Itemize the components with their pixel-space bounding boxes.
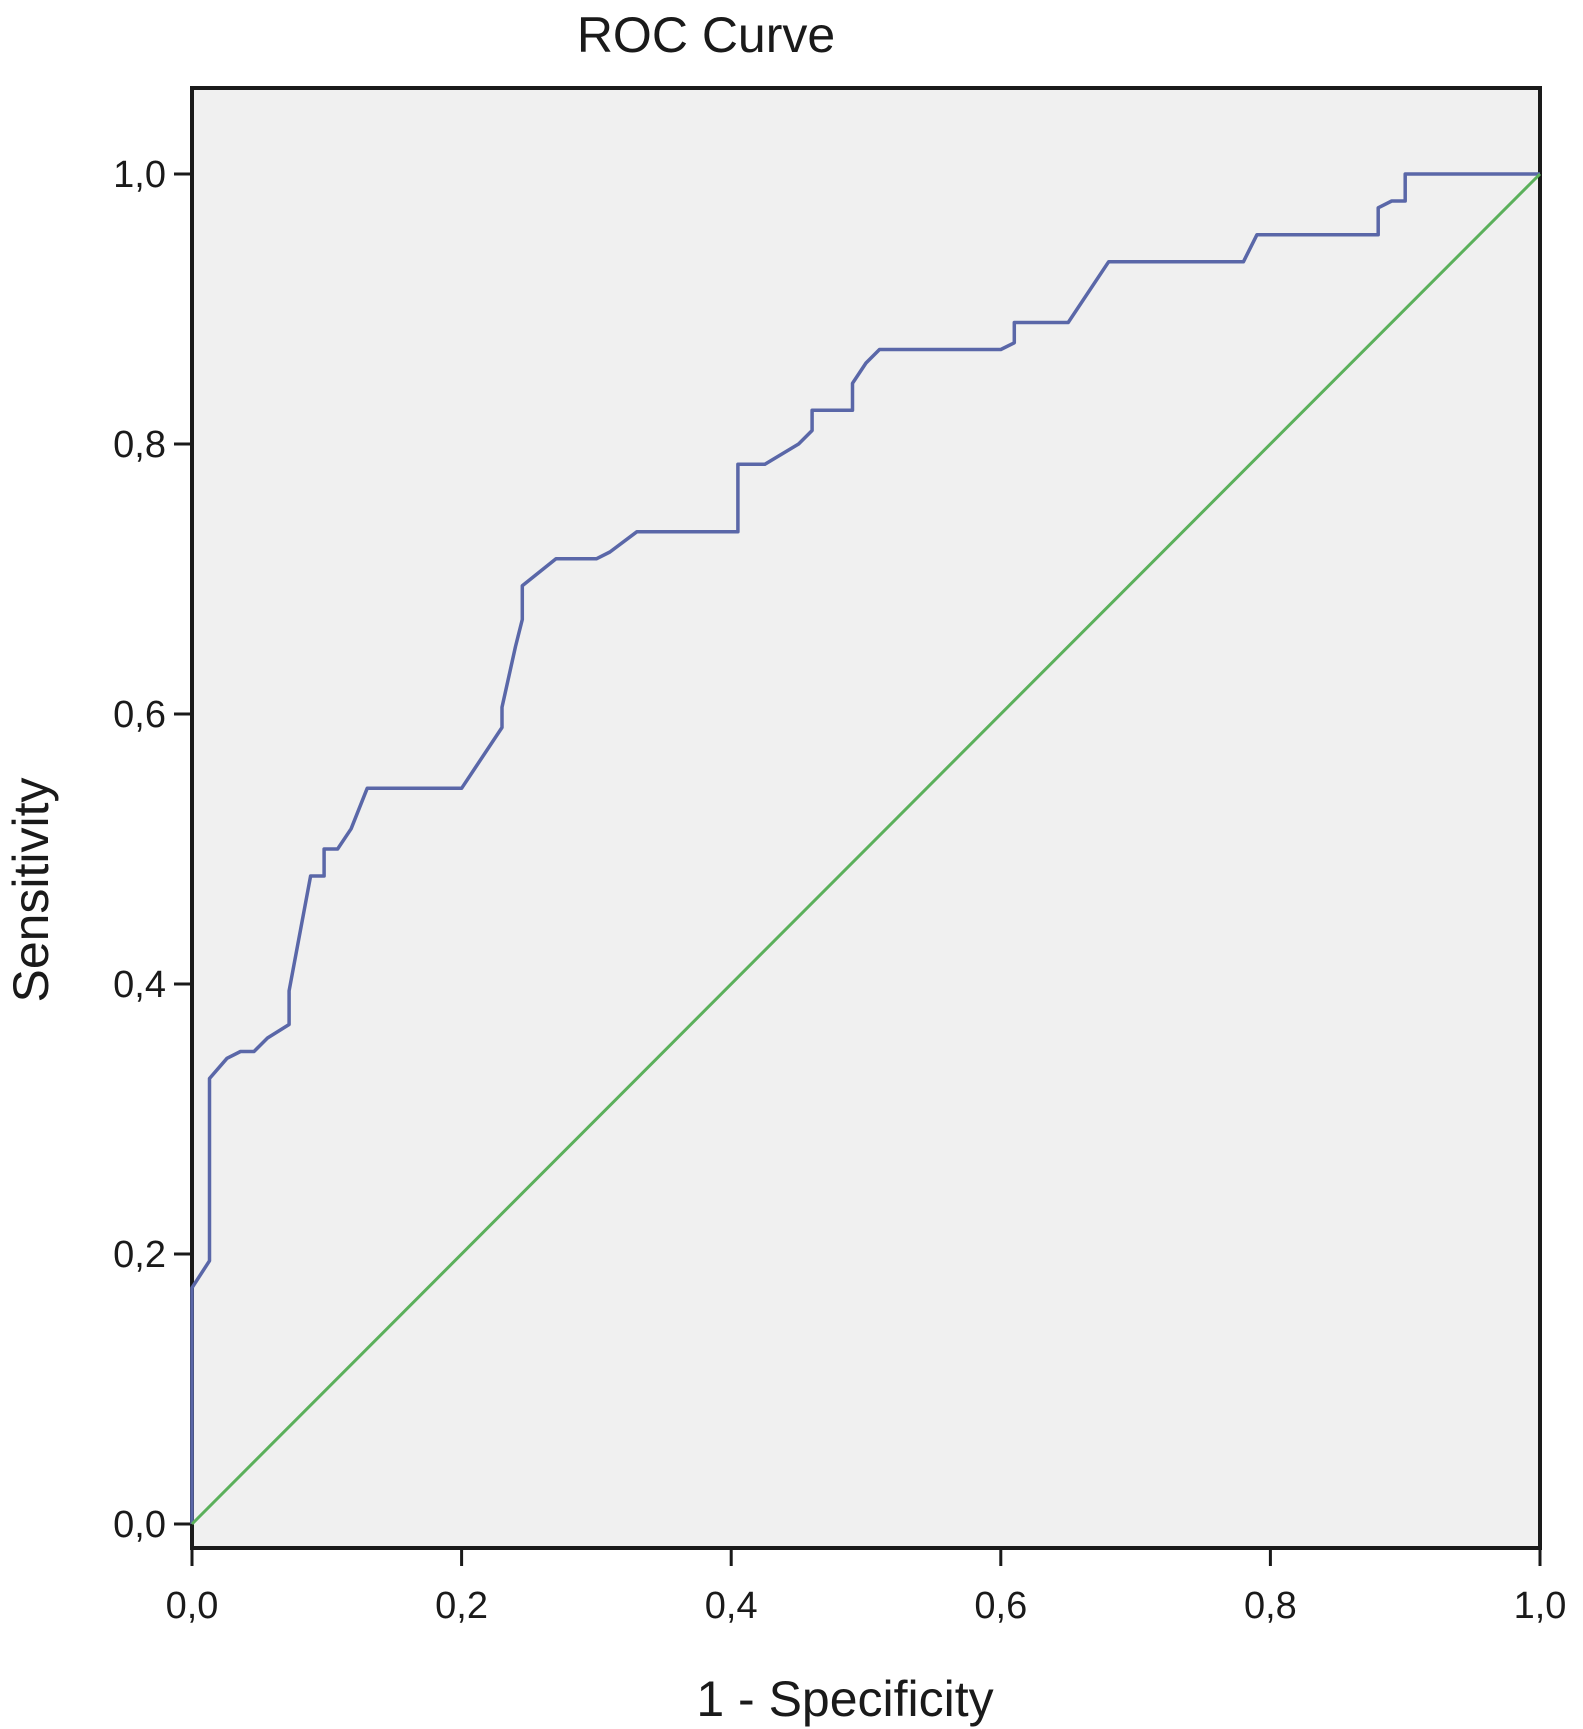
x-tick-label: 0,2 <box>435 1585 488 1627</box>
x-tick-label: 0,8 <box>1244 1585 1297 1627</box>
roc-curve-line <box>190 172 1540 1524</box>
x-axis: 0,0 0,2 0,4 0,6 0,8 1,0 <box>166 1548 1567 1627</box>
y-axis-label: Sensitivity <box>3 777 59 1002</box>
y-tick-label: 1,0 <box>113 154 166 196</box>
y-tick-label: 0,6 <box>113 694 166 736</box>
chart-title: ROC Curve <box>577 7 835 63</box>
reference-diagonal-line <box>190 172 1542 1526</box>
y-tick-label: 0,0 <box>113 1504 166 1546</box>
y-tick-label: 0,2 <box>113 1234 166 1276</box>
series-group <box>190 172 1542 1526</box>
y-tick-label: 0,8 <box>113 424 166 466</box>
plot-area <box>190 86 1542 1550</box>
y-axis: 0,0 0,2 0,4 0,6 0,8 1,0 <box>113 154 192 1546</box>
x-tick-label: 0,0 <box>166 1585 219 1627</box>
x-tick-label: 1,0 <box>1514 1585 1567 1627</box>
x-axis-label: 1 - Specificity <box>696 1671 993 1727</box>
x-tick-label: 0,4 <box>705 1585 758 1627</box>
y-tick-label: 0,4 <box>113 964 166 1006</box>
x-tick-label: 0,6 <box>974 1585 1027 1627</box>
